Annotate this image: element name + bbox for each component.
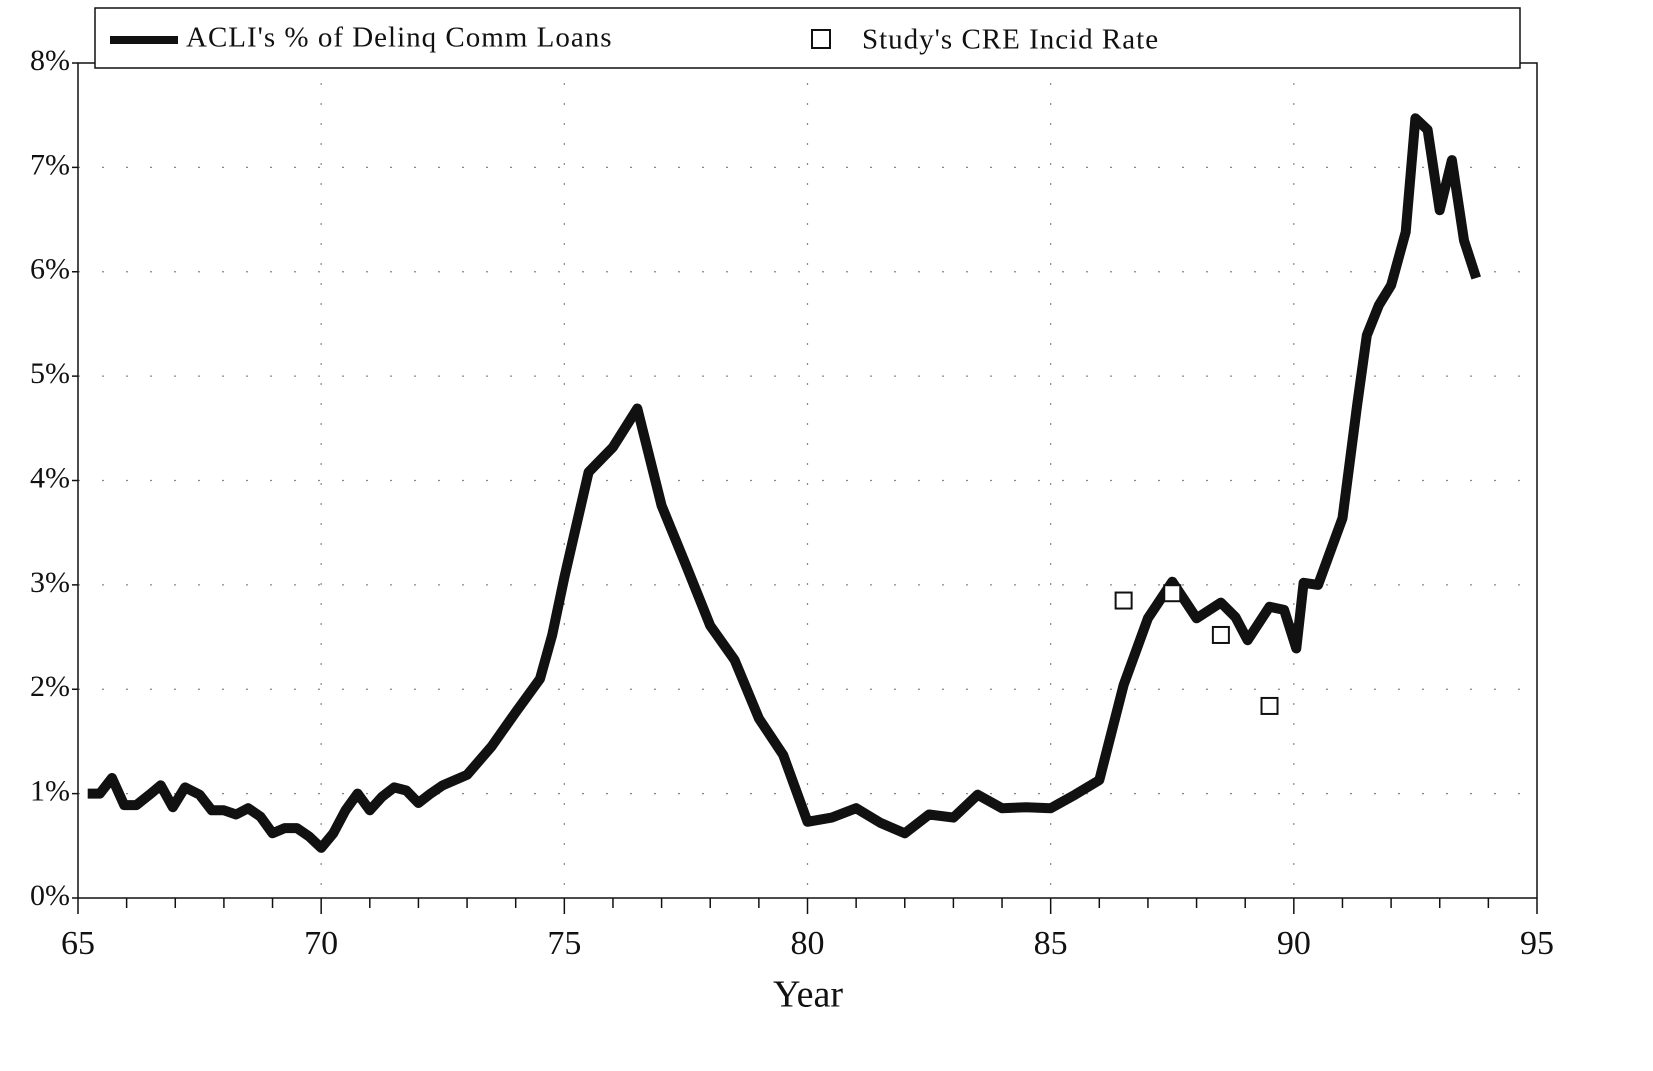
x-tick-label: 90 (1277, 925, 1311, 962)
x-axis-title: Year (773, 974, 843, 1016)
x-tick-label: 95 (1520, 925, 1554, 962)
data-marker (1211, 625, 1230, 644)
x-tick-label: 85 (1034, 925, 1068, 962)
x-tick-label: 65 (61, 925, 95, 962)
x-tick-label: 75 (547, 925, 581, 962)
x-tick-label: 70 (304, 925, 338, 962)
y-tick-label: 6% (30, 253, 70, 286)
legend-label: ACLI's % of Delinq Comm Loans (186, 22, 613, 54)
y-tick-label: 3% (30, 566, 70, 599)
legend-label: Study's CRE Incid Rate (862, 24, 1159, 56)
data-line (87, 113, 1481, 853)
y-tick-label: 7% (30, 148, 70, 181)
y-tick-label: 1% (30, 775, 70, 808)
y-tick-label: 5% (30, 357, 70, 390)
data-marker (1260, 696, 1279, 715)
plot-frame (77, 62, 1538, 899)
y-tick-label: 4% (30, 461, 70, 494)
legend-box (94, 7, 1521, 69)
legend-marker (811, 29, 831, 49)
y-tick-label: 0% (30, 879, 70, 912)
y-tick-label: 8% (30, 44, 70, 77)
data-marker (1114, 591, 1133, 610)
x-tick-label: 80 (791, 925, 825, 962)
legend: ACLI's % of Delinq Comm Loans Study's CRE… (94, 7, 1521, 69)
y-tick-label: 2% (30, 670, 70, 703)
data-marker (1163, 584, 1182, 603)
